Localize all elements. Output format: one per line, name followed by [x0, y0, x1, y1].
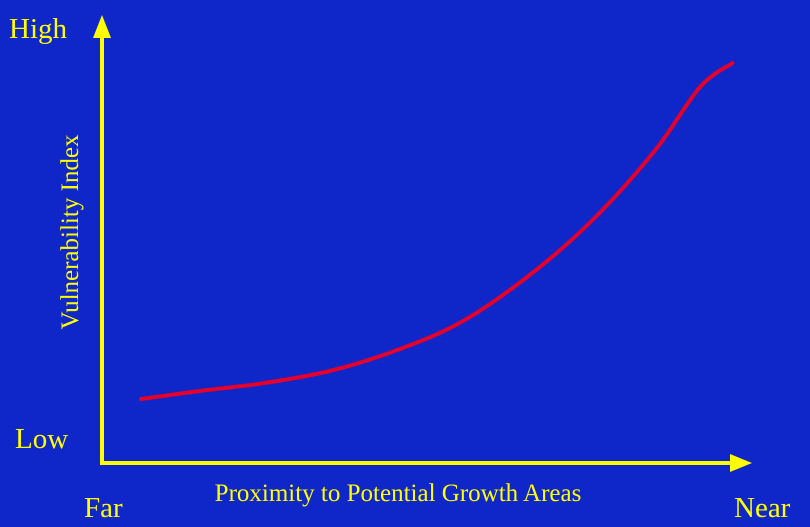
x-axis-title: Proximity to Potential Growth Areas [215, 480, 582, 507]
series-line [139, 61, 735, 401]
x-axis-arrowhead [730, 454, 752, 472]
x-low-label: Far [84, 492, 123, 524]
y-low-label: Low [15, 423, 68, 455]
y-high-label: High [9, 13, 68, 45]
y-axis-arrowhead [93, 15, 111, 38]
y-axis-title: Vulnerability Index [57, 134, 84, 329]
x-high-label: Near [734, 492, 791, 524]
